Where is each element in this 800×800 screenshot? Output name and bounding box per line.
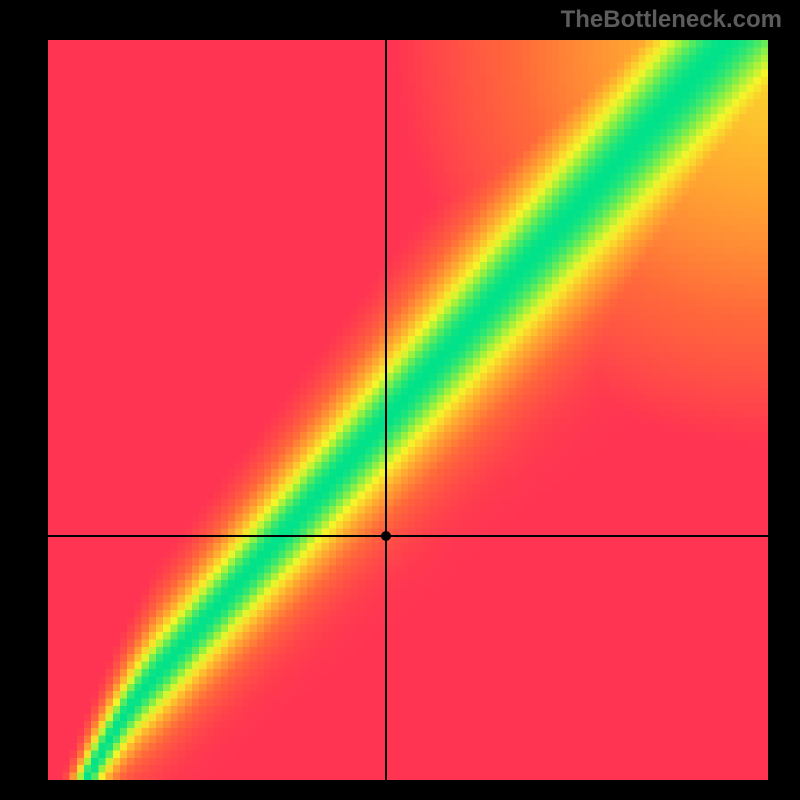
crosshair-vertical [385,40,387,780]
crosshair-horizontal [48,535,768,537]
watermark-text: TheBottleneck.com [561,6,782,34]
bottleneck-heatmap [48,40,768,780]
selection-marker [381,531,391,541]
